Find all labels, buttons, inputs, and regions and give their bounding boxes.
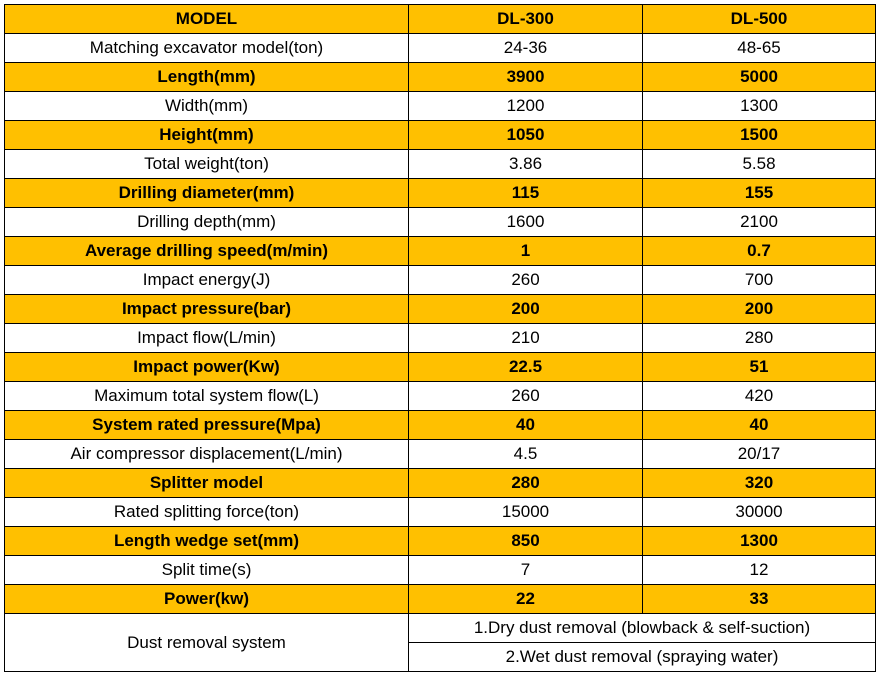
row-value-dl500: 40 bbox=[642, 410, 876, 440]
header-row: MODEL DL-300 DL-500 bbox=[4, 4, 876, 34]
row-value-dl300: 1600 bbox=[408, 207, 643, 237]
row-value-dl300: 24-36 bbox=[408, 33, 643, 63]
row-label: Impact power(Kw) bbox=[4, 352, 409, 382]
spec-table: MODEL DL-300 DL-500 Matching excavator m… bbox=[4, 4, 876, 672]
row-value-dl500: 200 bbox=[642, 294, 876, 324]
row-value-dl300: 22 bbox=[408, 584, 643, 614]
row-value-dl500: 1300 bbox=[642, 526, 876, 556]
row-value-dl300: 7 bbox=[408, 555, 643, 585]
row-value-dl500: 5.58 bbox=[642, 149, 876, 179]
row-label: Impact pressure(bar) bbox=[4, 294, 409, 324]
row-value-dl500: 33 bbox=[642, 584, 876, 614]
table-row: Length(mm) 3900 5000 bbox=[4, 62, 876, 92]
spec-table-body: MODEL DL-300 DL-500 Matching excavator m… bbox=[4, 4, 876, 672]
row-label: Total weight(ton) bbox=[4, 149, 409, 179]
row-label: Air compressor displacement(L/min) bbox=[4, 439, 409, 469]
dust-removal-label: Dust removal system bbox=[4, 613, 409, 672]
row-label: Impact energy(J) bbox=[4, 265, 409, 295]
row-label: Power(kw) bbox=[4, 584, 409, 614]
row-value-dl300: 1200 bbox=[408, 91, 643, 121]
row-label: Length wedge set(mm) bbox=[4, 526, 409, 556]
row-label: Matching excavator model(ton) bbox=[4, 33, 409, 63]
table-row: Matching excavator model(ton) 24-36 48-65 bbox=[4, 33, 876, 63]
table-row: Width(mm) 1200 1300 bbox=[4, 91, 876, 121]
table-row: Drilling depth(mm) 1600 2100 bbox=[4, 207, 876, 237]
row-value-dl500: 2100 bbox=[642, 207, 876, 237]
row-value-dl500: 12 bbox=[642, 555, 876, 585]
row-value-dl500: 0.7 bbox=[642, 236, 876, 266]
row-label: Height(mm) bbox=[4, 120, 409, 150]
row-value-dl300: 1 bbox=[408, 236, 643, 266]
row-value-dl500: 320 bbox=[642, 468, 876, 498]
row-label: Maximum total system flow(L) bbox=[4, 381, 409, 411]
row-value-dl300: 22.5 bbox=[408, 352, 643, 382]
table-row: Rated splitting force(ton) 15000 30000 bbox=[4, 497, 876, 527]
table-row: Splitter model 280 320 bbox=[4, 468, 876, 498]
table-row: Maximum total system flow(L) 260 420 bbox=[4, 381, 876, 411]
table-row: Air compressor displacement(L/min) 4.5 20/… bbox=[4, 439, 876, 469]
row-label: Splitter model bbox=[4, 468, 409, 498]
row-value-dl300: 3.86 bbox=[408, 149, 643, 179]
row-value-dl300: 200 bbox=[408, 294, 643, 324]
dust-removal-option: 2.Wet dust removal (spraying water) bbox=[408, 642, 876, 672]
row-label: Drilling diameter(mm) bbox=[4, 178, 409, 208]
row-label: Length(mm) bbox=[4, 62, 409, 92]
row-value-dl300: 3900 bbox=[408, 62, 643, 92]
header-dl500: DL-500 bbox=[642, 4, 876, 34]
row-value-dl300: 40 bbox=[408, 410, 643, 440]
table-row: System rated pressure(Mpa) 40 40 bbox=[4, 410, 876, 440]
dust-row: 2.Wet dust removal (spraying water) bbox=[5, 642, 876, 672]
header-dl300: DL-300 bbox=[408, 4, 643, 34]
row-value-dl500: 51 bbox=[642, 352, 876, 382]
row-value-dl300: 210 bbox=[408, 323, 643, 353]
table-row: Impact energy(J) 260 700 bbox=[4, 265, 876, 295]
row-value-dl300: 260 bbox=[408, 265, 643, 295]
header-model-label: MODEL bbox=[4, 4, 409, 34]
row-value-dl500: 1500 bbox=[642, 120, 876, 150]
table-row: Length wedge set(mm) 850 1300 bbox=[4, 526, 876, 556]
table-row: Total weight(ton) 3.86 5.58 bbox=[4, 149, 876, 179]
row-value-dl500: 700 bbox=[642, 265, 876, 295]
table-row: Impact flow(L/min) 210 280 bbox=[4, 323, 876, 353]
row-value-dl500: 155 bbox=[642, 178, 876, 208]
row-label: Impact flow(L/min) bbox=[4, 323, 409, 353]
row-value-dl500: 280 bbox=[642, 323, 876, 353]
row-value-dl300: 850 bbox=[408, 526, 643, 556]
table-row: Average drilling speed(m/min) 1 0.7 bbox=[4, 236, 876, 266]
row-value-dl500: 1300 bbox=[642, 91, 876, 121]
row-label: Width(mm) bbox=[4, 91, 409, 121]
dust-row: Dust removal system 1.Dry dust removal (b… bbox=[4, 613, 876, 672]
table-row: Power(kw) 22 33 bbox=[4, 584, 876, 614]
row-label: Drilling depth(mm) bbox=[4, 207, 409, 237]
row-value-dl300: 115 bbox=[408, 178, 643, 208]
row-value-dl500: 20/17 bbox=[642, 439, 876, 469]
row-label: Split time(s) bbox=[4, 555, 409, 585]
table-row: Split time(s) 7 12 bbox=[4, 555, 876, 585]
row-value-dl300: 15000 bbox=[408, 497, 643, 527]
row-value-dl300: 260 bbox=[408, 381, 643, 411]
dust-removal-option: 1.Dry dust removal (blowback & self-suct… bbox=[408, 613, 876, 643]
row-value-dl500: 48-65 bbox=[642, 33, 876, 63]
row-label: Average drilling speed(m/min) bbox=[4, 236, 409, 266]
table-row: Drilling diameter(mm) 115 155 bbox=[4, 178, 876, 208]
row-value-dl300: 1050 bbox=[408, 120, 643, 150]
row-value-dl500: 30000 bbox=[642, 497, 876, 527]
row-label: Rated splitting force(ton) bbox=[4, 497, 409, 527]
table-row: Impact power(Kw) 22.5 51 bbox=[4, 352, 876, 382]
row-value-dl300: 280 bbox=[408, 468, 643, 498]
row-value-dl500: 420 bbox=[642, 381, 876, 411]
row-value-dl500: 5000 bbox=[642, 62, 876, 92]
table-row: Impact pressure(bar) 200 200 bbox=[4, 294, 876, 324]
row-label: System rated pressure(Mpa) bbox=[4, 410, 409, 440]
table-row: Height(mm) 1050 1500 bbox=[4, 120, 876, 150]
row-value-dl300: 4.5 bbox=[408, 439, 643, 469]
